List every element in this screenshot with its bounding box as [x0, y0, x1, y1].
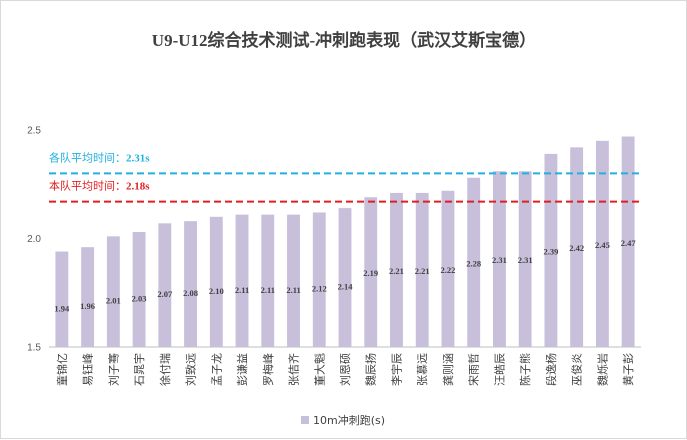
bar	[106, 236, 120, 347]
data-label: 2.07	[157, 289, 173, 299]
data-label: 2.22	[441, 265, 456, 275]
category-label: 汪皓辰	[493, 353, 506, 386]
category-label: 魏烁岩	[595, 353, 609, 386]
data-label: 2.19	[363, 268, 378, 278]
data-label: 2.08	[183, 288, 198, 298]
data-label: 2.31	[518, 255, 533, 265]
data-label: 2.11	[235, 285, 249, 295]
category-label: 易钰峰	[82, 353, 95, 386]
category-label: 魏辰扬	[364, 353, 378, 386]
data-label: 2.39	[543, 246, 558, 256]
data-label: 1.96	[80, 301, 95, 311]
bar	[493, 171, 506, 347]
category-label: 龚则涵	[441, 353, 455, 386]
annotation-label-text: 各队平均时间：	[49, 150, 126, 164]
legend-swatch	[301, 416, 309, 424]
data-label: 2.03	[132, 293, 147, 303]
data-label: 2.11	[261, 285, 275, 295]
data-label: 2.21	[389, 266, 404, 276]
data-label: 2.45	[595, 240, 610, 250]
data-label: 2.47	[621, 238, 637, 248]
category-label: 石晁宇	[133, 353, 146, 386]
bar	[184, 221, 197, 347]
category-label: 刘子骞	[106, 353, 120, 386]
annotation-value-text: 2.31s	[126, 152, 150, 164]
data-label: 2.31	[492, 255, 507, 265]
bar	[261, 214, 275, 347]
data-label: 1.94	[54, 303, 70, 313]
category-label: 黄子彭	[621, 353, 635, 386]
bar	[158, 223, 172, 347]
category-label: 童锦亿	[55, 353, 69, 386]
category-label: 董大魁	[312, 353, 326, 386]
category-label: 陈子熊	[518, 353, 532, 386]
bar	[467, 177, 481, 347]
category-label: 彭谦益	[235, 353, 249, 386]
data-label: 2.14	[338, 282, 354, 292]
bar	[390, 192, 403, 347]
bar	[364, 197, 378, 347]
category-label: 罗梅峰	[261, 353, 275, 386]
bar	[415, 192, 429, 347]
data-label: 2.01	[106, 296, 121, 306]
category-label: 孟子龙	[210, 353, 223, 386]
all-teams-average-label: 各队平均时间：2.31s	[49, 150, 150, 164]
category-label: 宋雨哲	[467, 353, 481, 386]
data-label: 2.21	[415, 266, 430, 276]
category-label: 巫俊炎	[570, 353, 584, 386]
chart-title: U9-U12综合技术测试-冲刺跑表现（武汉艾斯宝德）	[152, 30, 536, 50]
bar	[132, 231, 146, 347]
category-label: 刘致远	[184, 353, 198, 386]
category-label: 徐付瑞	[158, 353, 172, 386]
bar	[209, 216, 223, 347]
category-label: 李宇辰	[389, 353, 403, 386]
bar	[621, 136, 635, 347]
category-label: 段逸杨	[544, 353, 558, 386]
data-label: 2.10	[209, 286, 224, 296]
category-label: 张慕远	[415, 353, 429, 386]
legend-label: 10m冲刺跑(s)	[313, 413, 385, 427]
annotation-label-text: 本队平均时间：	[49, 179, 126, 193]
bar	[287, 214, 300, 347]
bar	[338, 208, 352, 347]
annotation-value-text: 2.18s	[126, 181, 150, 193]
y-tick-label: 2.5	[27, 126, 41, 137]
bar	[570, 147, 584, 347]
y-tick-label: 2.0	[27, 234, 41, 245]
data-label: 2.11	[286, 285, 300, 295]
bar	[55, 251, 69, 347]
data-label: 2.12	[312, 284, 327, 294]
bar	[235, 214, 249, 347]
category-label: 刘恩硕	[339, 353, 352, 386]
data-label: 2.28	[466, 258, 481, 268]
bar	[441, 190, 455, 347]
y-tick-label: 1.5	[27, 343, 41, 354]
category-label: 张佶齐	[287, 353, 301, 386]
team-average-label: 本队平均时间：2.18s	[49, 179, 150, 193]
bar	[312, 212, 326, 347]
bar	[518, 171, 532, 347]
bar	[81, 247, 95, 347]
data-label: 2.42	[569, 243, 584, 253]
bar	[595, 140, 609, 347]
